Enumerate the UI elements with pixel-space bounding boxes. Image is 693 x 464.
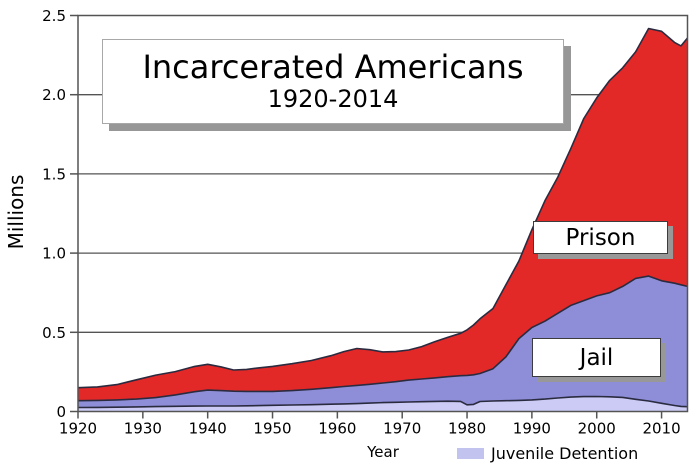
- x-tick-label: 1920: [59, 420, 97, 438]
- x-tick-label: 2000: [578, 420, 616, 438]
- x-tick-label: 1970: [383, 420, 421, 438]
- outline-prison: [77, 27, 689, 389]
- x-tick-label: 2010: [642, 420, 680, 438]
- chart-title: Incarcerated Americans: [142, 48, 524, 87]
- legend: Juvenile Detention: [457, 444, 638, 463]
- area-prison: [78, 28, 688, 412]
- chart-subtitle: 1920-2014: [267, 85, 399, 114]
- x-tick-label: 1980: [448, 420, 486, 438]
- x-tick-label: 1990: [513, 420, 551, 438]
- y-axis-title: Millions: [4, 174, 28, 250]
- outline-jail: [77, 275, 688, 402]
- outline-juvenile-detention: [77, 395, 688, 409]
- chart-title-box: Incarcerated Americans 1920-2014: [102, 39, 564, 124]
- x-tick-label: 1950: [253, 420, 291, 438]
- y-tick-label: 0.5: [42, 324, 66, 342]
- x-tick-label: 1940: [189, 420, 227, 438]
- plot-frame: [77, 14, 689, 413]
- area-jail: [78, 276, 688, 412]
- x-tick-label: 1960: [318, 420, 356, 438]
- prison-area-label: Prison: [533, 221, 668, 254]
- y-tick-label: 2.0: [42, 86, 66, 104]
- y-tick-label: 0: [56, 403, 66, 421]
- jail-area-label: Jail: [532, 338, 661, 377]
- y-tick-label: 1.5: [42, 165, 66, 183]
- juvenile-detention-swatch-icon: [457, 448, 484, 459]
- x-axis-title: Year: [367, 443, 399, 461]
- y-tick-label: 1.0: [42, 245, 66, 263]
- legend-label: Juvenile Detention: [491, 444, 639, 463]
- x-tick-label: 1930: [124, 420, 162, 438]
- y-tick-label: 2.5: [42, 7, 66, 25]
